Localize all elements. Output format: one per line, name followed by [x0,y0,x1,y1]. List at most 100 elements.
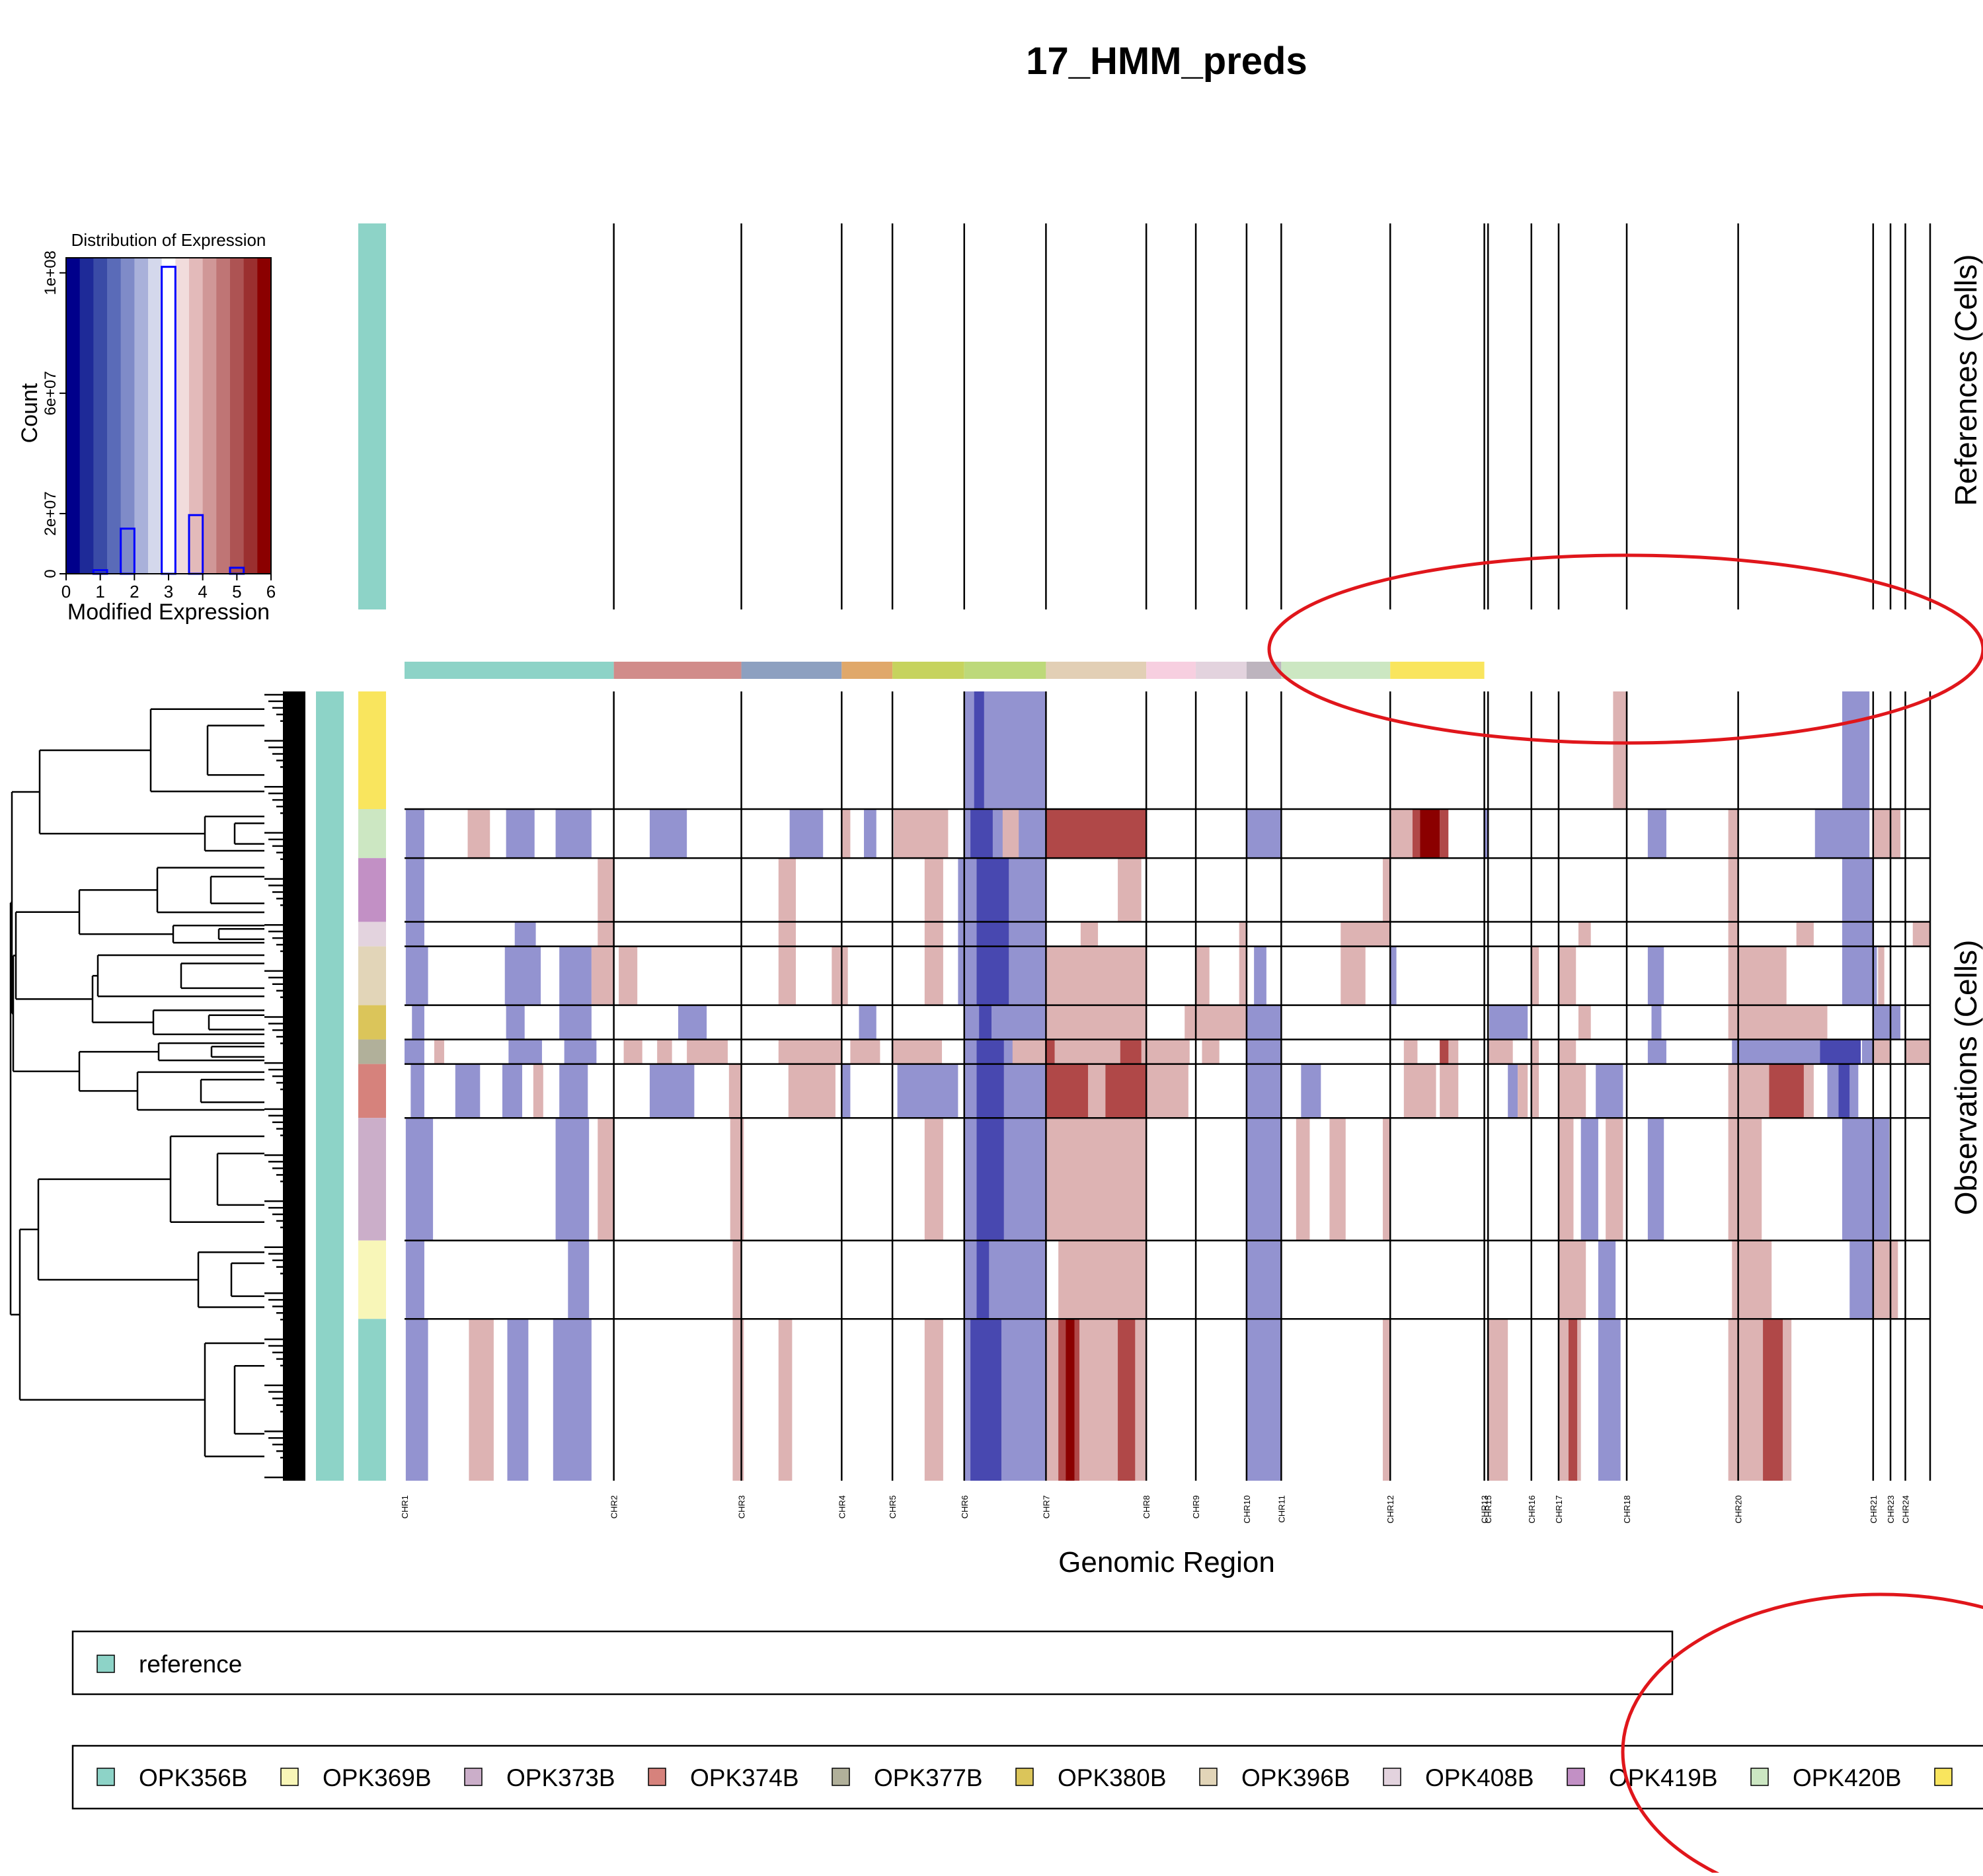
cnv-segment [970,808,993,859]
cnv-segment [1246,1005,1282,1040]
cnv-segment [1814,808,1870,859]
cnv-segment [559,1005,592,1040]
legend-swatch [97,1768,115,1786]
cnv-segment [859,1005,876,1040]
cnv-segment [1066,1319,1075,1481]
chromosome-tick-label: CHR3 [737,1495,747,1518]
cnv-segment [412,1005,424,1040]
cnv-segment [1341,946,1366,1005]
histogram-x-tick-label: 4 [198,582,207,602]
cnv-segment [1580,1118,1598,1241]
cnv-segment [924,1319,943,1481]
cnv-segment [1012,1039,1046,1064]
cnv-segment [976,1064,1004,1118]
histogram-x-tick-label: 1 [95,582,104,602]
cnv-segment [434,1039,444,1064]
cnv-segment [1728,1005,1828,1040]
cnv-segment [1440,1064,1459,1118]
cnv-segment [1849,1240,1873,1319]
cnv-segment [1046,1118,1147,1241]
chromosome-tick-label: CHR11 [1276,1495,1286,1523]
color-key-swatch [66,258,81,574]
cnv-segment [1239,921,1247,947]
chromosome-band-chr5 [892,662,964,679]
color-key-swatch [202,258,217,574]
cnv-segment [1488,1039,1513,1064]
cnv-segment [405,921,424,947]
cnv-segment [1080,921,1099,947]
cnv-segment [405,808,424,859]
cnv-segment [1651,1005,1662,1040]
cnv-segment [1873,1039,1891,1064]
histogram-x-tick-label: 5 [232,582,241,602]
color-key-swatch [189,258,204,574]
cnv-segment [1488,1319,1508,1481]
cnv-segment [979,1005,992,1040]
legend-swatch [1934,1768,1953,1786]
color-key-swatch [257,258,272,574]
cnv-segment [1382,1118,1391,1241]
cnv-segment [1803,1064,1814,1118]
color-key-swatch [161,258,176,574]
chromosome-tick-label: CHR2 [609,1495,619,1518]
cnv-segment [1838,1064,1850,1118]
cnv-segment [1440,808,1449,859]
cnv-segment [958,858,964,922]
cnv-segment [1390,946,1397,1005]
cnv-segment [964,1118,1046,1241]
cnv-segment [1873,1005,1901,1040]
legend-label: OPK369B [323,1764,432,1791]
cnv-segment [958,921,964,947]
cnv-segment [467,808,490,859]
cnv-segment [1905,1039,1930,1064]
cnv-segment [1568,1319,1578,1481]
cnv-segment [455,1064,481,1118]
chromosome-tick-label: CHR23 [1886,1495,1896,1524]
legend-swatch [280,1768,299,1786]
cnv-segment [553,1319,592,1481]
cnv-segment [1647,808,1666,859]
cnv-segment [1296,1118,1310,1241]
cnv-segment [559,946,592,1005]
cnv-segment [732,1240,742,1319]
chromosome-band-chr6 [964,662,1046,679]
cnv-segment [841,1064,851,1118]
cnv-segment [1246,1319,1282,1481]
legend-label: OPK396B [1241,1764,1350,1791]
cnv-segment [1728,1064,1738,1118]
cnv-segment [598,1118,614,1241]
cnv-segment [619,946,638,1005]
cnv-segment [687,1039,728,1064]
cnv-segment [405,1039,424,1064]
cnv-segment [405,1240,424,1319]
cnv-segment [924,858,943,922]
legend-swatch [464,1768,483,1786]
cnv-segment [1842,1118,1873,1241]
cnv-segment [1873,1240,1898,1319]
cnv-segment [1558,1039,1576,1064]
cnv-segment [1598,1319,1621,1481]
cnv-segment [1254,946,1266,1005]
cnv-segment [1531,946,1539,1005]
chromosome-band-chr7 [1046,662,1147,679]
cnv-segment [1246,1118,1282,1241]
legend-swatch [1567,1768,1585,1786]
chromosome-band-chr1 [405,662,614,679]
chromosome-band-chr9 [1196,662,1247,679]
cnv-segment [405,946,428,1005]
cnv-segment [1558,1240,1586,1319]
histogram-title: Distribution of Expression [71,230,266,250]
group-annotation-opk408b [358,921,386,947]
cnv-segment [976,921,1009,947]
dendrogram-leaf-block [283,691,305,1481]
cnv-segment [405,1118,434,1241]
cnv-segment [1849,1064,1859,1118]
cnv-segment [1489,1005,1528,1040]
cnv-segment [1647,1039,1666,1064]
cnv-segment [1146,1039,1190,1064]
legend-swatch [1199,1768,1218,1786]
legend-label: OPK373B [506,1764,615,1791]
cnv-segment [1120,1039,1142,1064]
cnv-segment [514,921,536,947]
chromosome-tick-label: CHR6 [960,1495,970,1518]
